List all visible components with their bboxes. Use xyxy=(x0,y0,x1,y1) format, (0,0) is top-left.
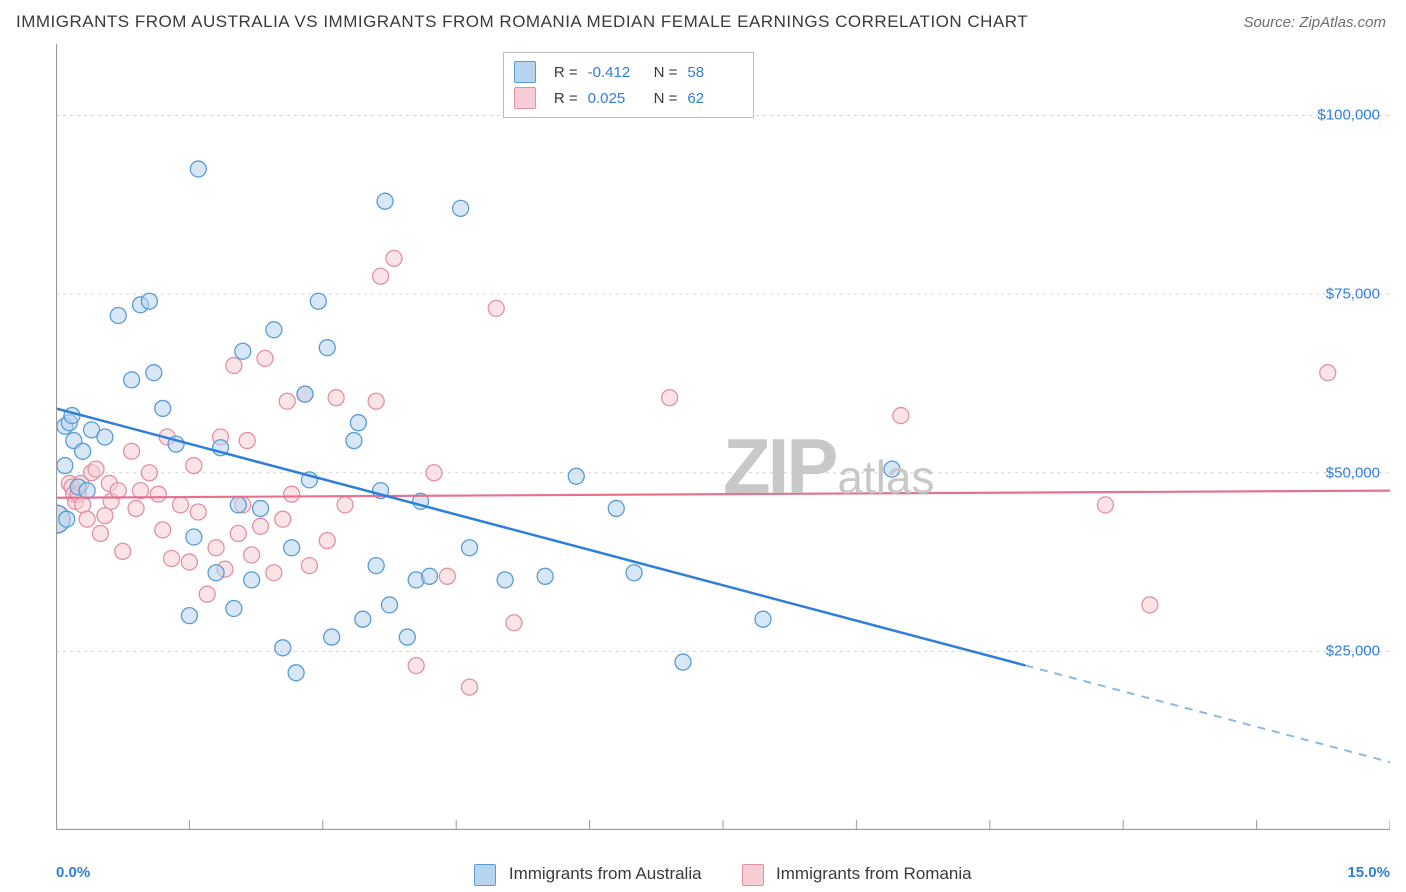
legend-item-b: Immigrants from Romania xyxy=(742,864,972,886)
n-value: 62 xyxy=(687,90,743,107)
legend-label-b: Immigrants from Romania xyxy=(776,864,972,883)
plot-area: $25,000 $50,000 $75,000 $100,000 R = -0.412… xyxy=(56,44,1390,830)
n-value: 58 xyxy=(687,64,743,81)
correlation-legend-row: R = -0.412 N = 58 xyxy=(514,59,744,85)
legend-swatch xyxy=(514,61,536,83)
r-value: 0.025 xyxy=(588,90,644,107)
legend-swatch xyxy=(514,87,536,109)
series-legend: Immigrants from Australia Immigrants fro… xyxy=(56,864,1390,886)
chart-title: IMMIGRANTS FROM AUSTRALIA VS IMMIGRANTS … xyxy=(16,12,1028,32)
x-axis-footer: 0.0% 15.0% Immigrants from Australia Imm… xyxy=(56,830,1390,858)
r-label: R = xyxy=(554,64,578,81)
correlation-legend-row: R = 0.025 N = 62 xyxy=(514,85,744,111)
y-tick-label: $25,000 xyxy=(1326,643,1380,660)
r-value: -0.412 xyxy=(588,64,644,81)
r-label: R = xyxy=(554,90,578,107)
correlation-legend: R = -0.412 N = 58 R = 0.025 N = 62 xyxy=(503,52,755,118)
y-tick-label: $100,000 xyxy=(1317,107,1380,124)
legend-swatch-a xyxy=(474,864,496,886)
legend-item-a: Immigrants from Australia xyxy=(474,864,701,886)
legend-label-a: Immigrants from Australia xyxy=(509,864,702,883)
legend-swatch-b xyxy=(742,864,764,886)
source-attribution: Source: ZipAtlas.com xyxy=(1243,14,1386,31)
scatter-chart xyxy=(56,44,1390,830)
n-label: N = xyxy=(654,64,678,81)
y-tick-label: $75,000 xyxy=(1326,286,1380,303)
y-tick-label: $50,000 xyxy=(1326,464,1380,481)
n-label: N = xyxy=(654,90,678,107)
